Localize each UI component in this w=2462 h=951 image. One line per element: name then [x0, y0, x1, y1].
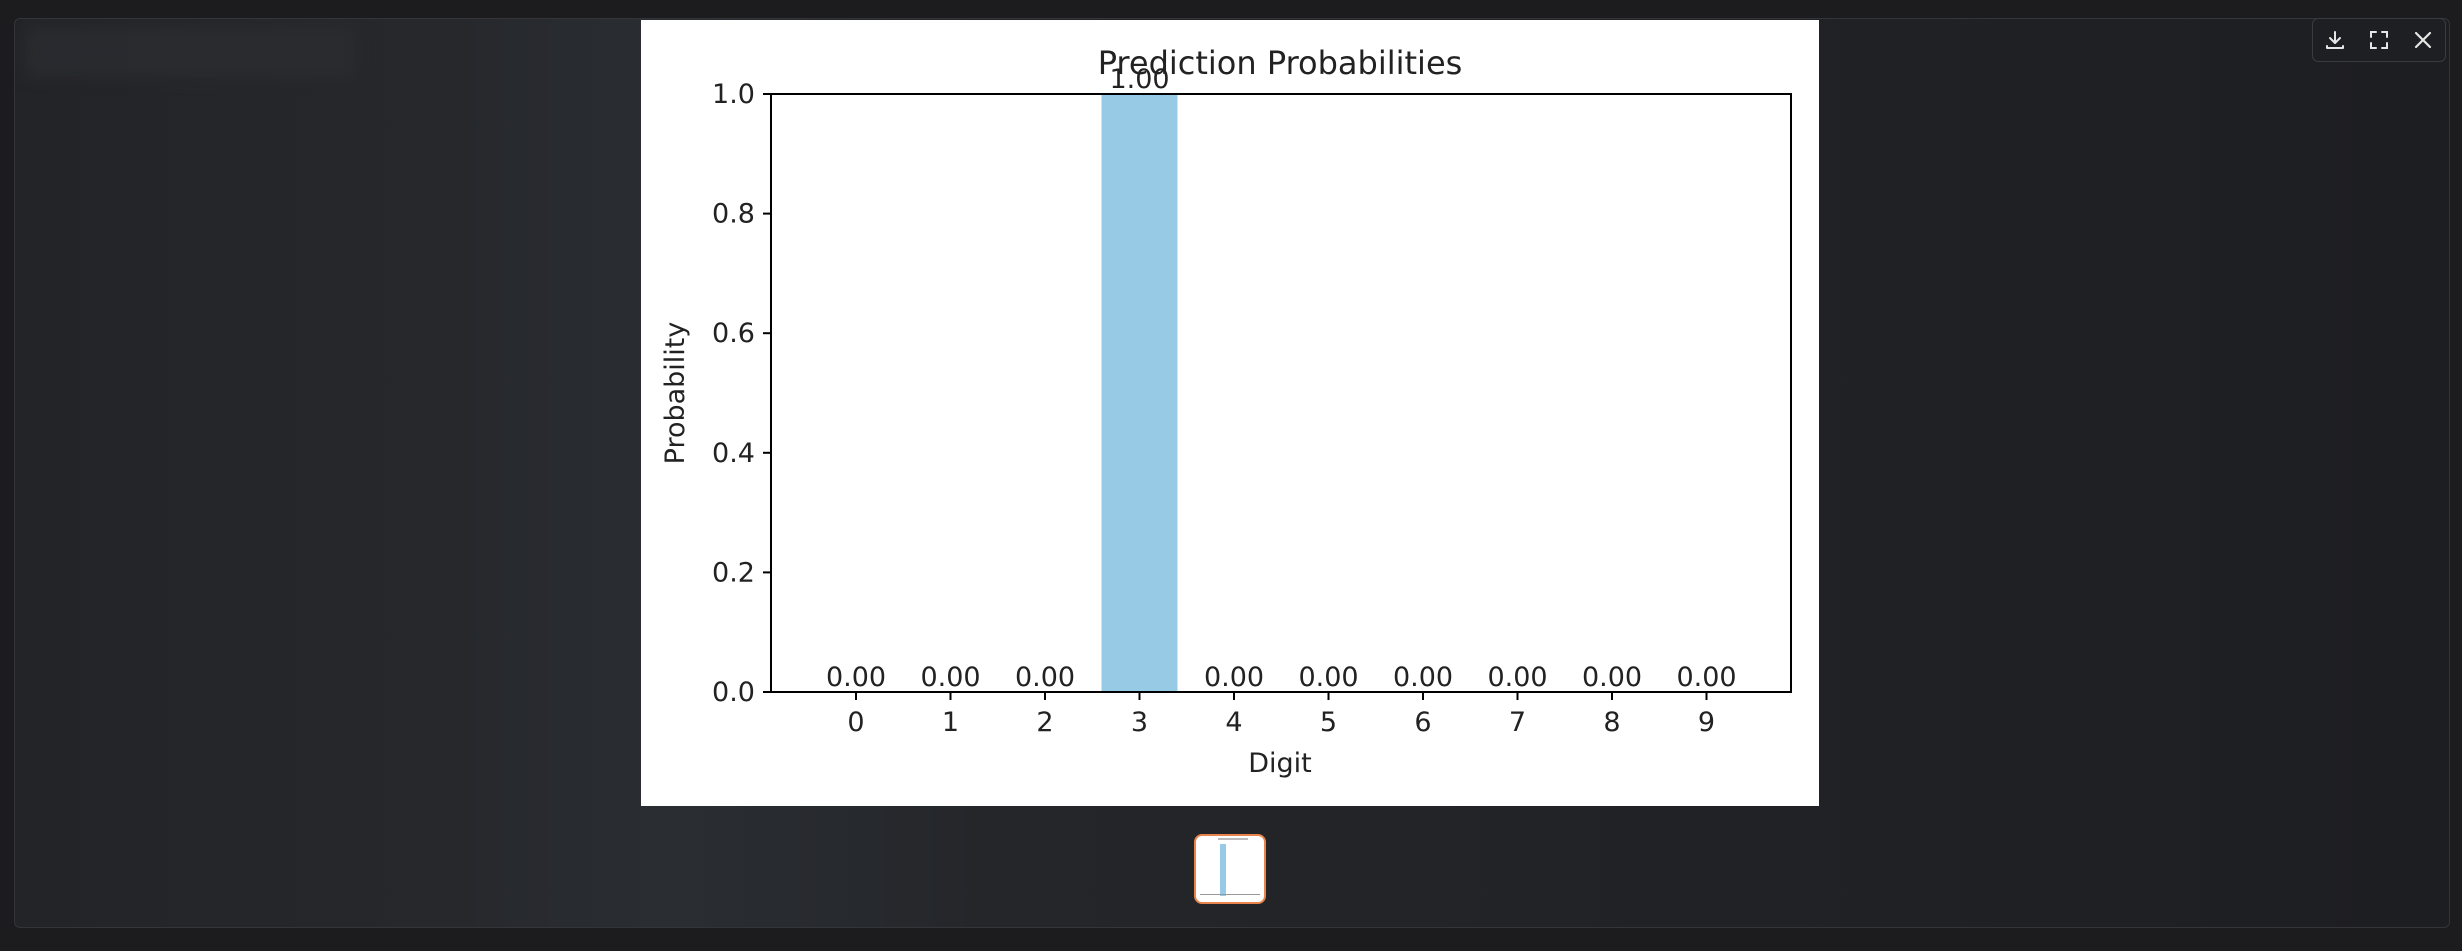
data-label: 0.00	[1582, 662, 1642, 693]
data-label: 0.00	[826, 662, 886, 693]
y-tick-label: 0.8	[712, 199, 755, 230]
x-tick-label: 3	[1131, 707, 1148, 738]
close-icon	[2414, 31, 2432, 49]
x-tick-label: 6	[1414, 707, 1431, 738]
data-label: 0.00	[1298, 662, 1358, 693]
y-tick-label: 0.2	[712, 557, 755, 588]
x-tick-label: 5	[1320, 707, 1337, 738]
blurred-header	[25, 27, 355, 77]
viewer-toolbar	[2312, 18, 2446, 62]
fullscreen-icon	[2370, 31, 2388, 49]
data-label: 0.00	[1487, 662, 1547, 693]
x-axis-label: Digit	[1248, 748, 1312, 779]
y-tick-label: 1.0	[712, 79, 755, 110]
data-label: 0.00	[1393, 662, 1453, 693]
y-axis-label: Probability	[660, 322, 691, 465]
x-tick-label: 1	[942, 707, 959, 738]
bar-chart: 0.00.20.40.60.81.000.0010.0020.0031.0040…	[660, 44, 1792, 779]
x-tick-label: 8	[1603, 707, 1620, 738]
data-label: 0.00	[1676, 662, 1736, 693]
data-label: 1.00	[1109, 64, 1169, 95]
x-tick-label: 2	[1036, 707, 1053, 738]
thumbnail-title-mark	[1218, 838, 1248, 840]
close-button[interactable]	[2401, 19, 2445, 61]
bar-3	[1101, 94, 1178, 692]
download-button[interactable]	[2313, 19, 2357, 61]
thumbnail-bar-mark	[1220, 844, 1226, 896]
thumbnail-axis-mark	[1200, 894, 1260, 895]
chart-figure: 0.0 0.2 0.4 0.6 0.8 1.0 0 0.00 1 0.00 2 0.00 3 1.00 4 0…	[641, 20, 1819, 806]
thumbnail-selected[interactable]	[1194, 834, 1266, 904]
fullscreen-button[interactable]	[2357, 19, 2401, 61]
plot-frame	[770, 93, 1792, 693]
chart-title: Prediction Probabilities	[1098, 44, 1463, 82]
data-label: 0.00	[1015, 662, 1075, 693]
x-tick-label: 9	[1698, 707, 1715, 738]
y-tick-label: 0.0	[712, 677, 755, 708]
download-icon	[2326, 31, 2344, 49]
x-tick-label: 0	[847, 707, 864, 738]
data-label: 0.00	[1204, 662, 1264, 693]
x-tick-label: 4	[1225, 707, 1242, 738]
data-label: 0.00	[920, 662, 980, 693]
x-tick-label: 7	[1509, 707, 1526, 738]
y-tick-label: 0.6	[712, 318, 755, 349]
y-tick-label: 0.4	[712, 438, 755, 469]
